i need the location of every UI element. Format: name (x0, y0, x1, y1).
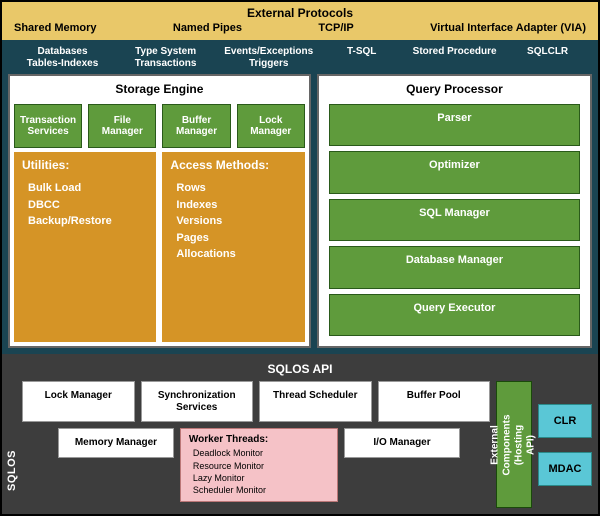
protocol-item: Named Pipes (173, 22, 242, 34)
worker-threads-title: Worker Threads: (189, 434, 329, 445)
wt-item: Lazy Monitor (193, 472, 329, 484)
wt-item: Scheduler Monitor (193, 484, 329, 496)
two-panels: Storage Engine Transaction Services File… (8, 74, 592, 348)
mdac-box: MDAC (538, 452, 592, 486)
io-manager: I/O Manager (344, 428, 460, 458)
utilities-list: Bulk Load DBCC Backup/Restore (22, 180, 148, 230)
protocol-item: Shared Memory (14, 22, 97, 34)
external-components: External Components (Hosting API) (496, 381, 532, 508)
util-item: Backup/Restore (28, 213, 148, 230)
sqlos-area: SQLOS API SQLOS Lock Manager Synchroniza… (2, 354, 598, 514)
sync-services: Synchronization Services (141, 381, 254, 422)
lock-manager: Lock Manager (22, 381, 135, 422)
clr-box: CLR (538, 404, 592, 438)
query-processor-panel: Query Processor Parser Optimizer SQL Man… (317, 74, 592, 348)
am-item: Rows (176, 180, 296, 197)
sqlos-row2: Memory Manager Worker Threads: Deadlock … (8, 428, 490, 502)
sqlos-body: SQLOS Lock Manager Synchronization Servi… (8, 381, 592, 508)
eng-head: SQLCLR (507, 46, 588, 70)
protocols-title: External Protocols (10, 6, 590, 20)
file-manager: File Manager (88, 104, 156, 148)
protocol-item: TCP/IP (318, 22, 353, 34)
wt-item: Deadlock Monitor (193, 447, 329, 459)
am-item: Indexes (176, 197, 296, 214)
worker-threads-list: Deadlock Monitor Resource Monitor Lazy M… (189, 447, 329, 496)
access-methods-title: Access Methods: (170, 158, 296, 172)
sqlos-api-title: SQLOS API (8, 359, 592, 381)
am-item: Allocations (176, 246, 296, 263)
access-methods-box: Access Methods: Rows Indexes Versions Pa… (162, 152, 304, 342)
qp-sql-manager: SQL Manager (329, 199, 580, 241)
engine-area: Databases Tables-Indexes Type System Tra… (2, 40, 598, 354)
eng-head: T-SQL (321, 46, 402, 70)
eng-head: Stored Procedure (404, 46, 505, 70)
memory-manager: Memory Manager (58, 428, 174, 458)
transaction-services: Transaction Services (14, 104, 82, 148)
protocols-row: Shared Memory Named Pipes TCP/IP Virtual… (10, 22, 590, 34)
storage-engine-panel: Storage Engine Transaction Services File… (8, 74, 311, 348)
sqlos-row1: Lock Manager Synchronization Services Th… (8, 381, 490, 422)
qp-parser: Parser (329, 104, 580, 146)
qp-db-manager: Database Manager (329, 246, 580, 288)
qp-stack: Parser Optimizer SQL Manager Database Ma… (323, 104, 586, 342)
buffer-manager: Buffer Manager (162, 104, 230, 148)
sqlos-left: SQLOS Lock Manager Synchronization Servi… (8, 381, 490, 508)
storage-bottom-row: Utilities: Bulk Load DBCC Backup/Restore… (14, 152, 305, 342)
sqlos-side-label: SQLOS (6, 450, 18, 491)
external-protocols-bar: External Protocols Shared Memory Named P… (2, 2, 598, 40)
architecture-diagram: External Protocols Shared Memory Named P… (0, 0, 600, 516)
util-item: DBCC (28, 197, 148, 214)
buffer-pool: Buffer Pool (378, 381, 491, 422)
eng-head: Databases Tables-Indexes (12, 46, 113, 70)
storage-engine-title: Storage Engine (14, 80, 305, 100)
eng-head: Events/Exceptions Triggers (218, 46, 319, 70)
qp-optimizer: Optimizer (329, 151, 580, 193)
query-processor-title: Query Processor (323, 80, 586, 100)
worker-threads-box: Worker Threads: Deadlock Monitor Resourc… (180, 428, 338, 502)
storage-top-row: Transaction Services File Manager Buffer… (14, 104, 305, 148)
engine-header-row: Databases Tables-Indexes Type System Tra… (8, 44, 592, 70)
wt-item: Resource Monitor (193, 460, 329, 472)
am-item: Pages (176, 230, 296, 247)
lock-manager-se: Lock Manager (237, 104, 305, 148)
am-item: Versions (176, 213, 296, 230)
qp-executor: Query Executor (329, 294, 580, 336)
util-item: Bulk Load (28, 180, 148, 197)
external-components-label: External Components (Hosting API) (490, 414, 538, 475)
thread-scheduler: Thread Scheduler (259, 381, 372, 422)
protocol-item: Virtual Interface Adapter (VIA) (430, 22, 586, 34)
utilities-title: Utilities: (22, 158, 148, 172)
eng-head: Type System Transactions (115, 46, 216, 70)
access-methods-list: Rows Indexes Versions Pages Allocations (170, 180, 296, 263)
utilities-box: Utilities: Bulk Load DBCC Backup/Restore (14, 152, 156, 342)
ext-side-column: CLR MDAC (538, 381, 592, 508)
